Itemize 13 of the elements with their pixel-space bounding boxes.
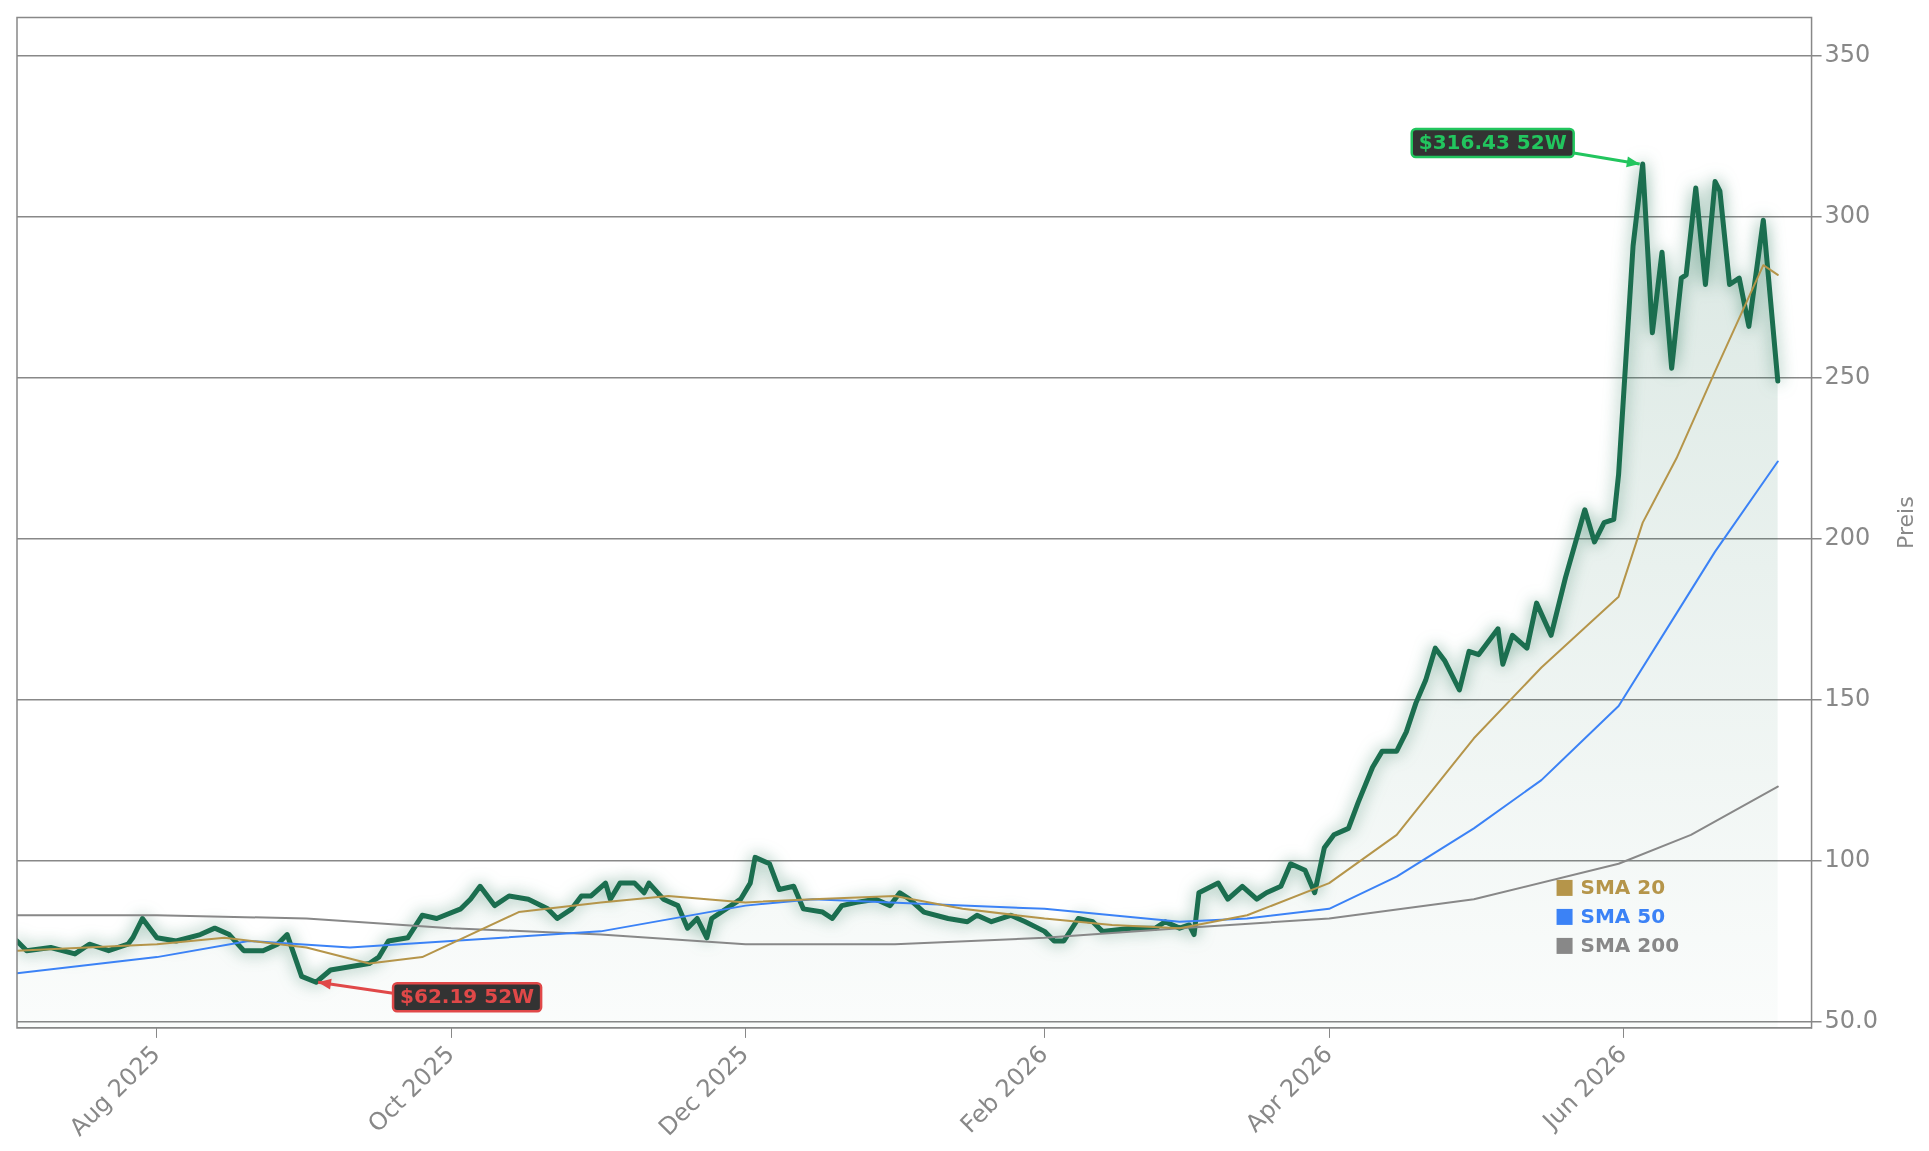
annotation: $316.43 52W xyxy=(1418,130,1567,155)
y-tick-label: 200 xyxy=(1824,522,1871,551)
y-tick-label: 100 xyxy=(1824,844,1871,873)
y-tick-label: 350 xyxy=(1824,40,1871,69)
legend-label: SMA 20 xyxy=(1580,875,1666,900)
legend-label: SMA 50 xyxy=(1580,904,1666,929)
y-tick-label: 50.0 xyxy=(1824,1005,1878,1034)
legend-label: SMA 200 xyxy=(1580,933,1680,958)
y-tick-label: 150 xyxy=(1824,683,1871,712)
annotation: $62.19 52W xyxy=(400,984,535,1009)
y-axis-title: Preis xyxy=(1892,496,1918,549)
y-tick-label: 250 xyxy=(1824,362,1871,391)
y-tick-label: 300 xyxy=(1824,201,1871,230)
